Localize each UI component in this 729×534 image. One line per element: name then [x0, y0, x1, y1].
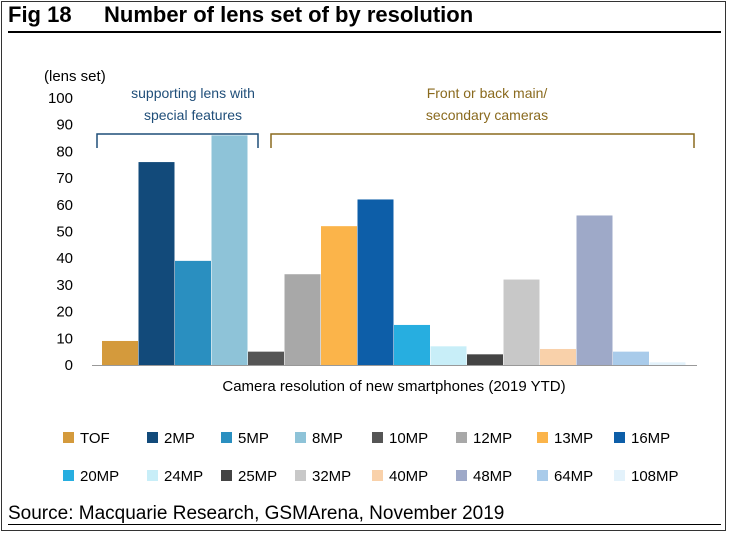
legend-swatch-25mp: [221, 470, 232, 481]
y-tick-label-20: 20: [56, 304, 73, 321]
bar-24mp: [430, 346, 467, 365]
y-tick-label-50: 50: [56, 224, 73, 241]
title-rule: [8, 31, 721, 33]
legend-label-2mp: 2MP: [164, 430, 195, 447]
legend-label-12mp: 12MP: [473, 430, 512, 447]
y-tick-label-100: 100: [48, 90, 73, 107]
y-tick-label-10: 10: [56, 330, 73, 347]
legend-label-108mp: 108MP: [631, 468, 679, 485]
legend-swatch-tof: [63, 432, 74, 443]
y-tick-label-90: 90: [56, 117, 73, 134]
legend-swatch-2mp: [147, 432, 158, 443]
bar-8mp: [211, 135, 248, 365]
bar-25mp: [467, 354, 503, 365]
y-tick-label-70: 70: [56, 170, 73, 187]
legend-label-10mp: 10MP: [389, 430, 428, 447]
bracket-special-features: [96, 133, 259, 148]
bar-13mp: [321, 226, 357, 365]
figure-title: Fig 18 Number of lens set of by resolutio…: [8, 2, 473, 28]
legend-swatch-10mp: [372, 432, 383, 443]
legend-label-13mp: 13MP: [554, 430, 593, 447]
legend-label-20mp: 20MP: [80, 468, 119, 485]
bar-64mp: [613, 351, 649, 365]
legend-swatch-24mp: [147, 470, 158, 481]
annotation-main-line2: secondary cameras: [426, 107, 548, 123]
bar-40mp: [540, 348, 576, 365]
y-tick-label-30: 30: [56, 277, 73, 294]
legend-label-tof: TOF: [80, 430, 110, 447]
legend-swatch-16mp: [614, 432, 625, 443]
legend-swatch-40mp: [372, 470, 383, 481]
legend-swatch-20mp: [63, 470, 74, 481]
bar-16mp: [357, 199, 394, 365]
legend-label-16mp: 16MP: [631, 430, 670, 447]
y-tick-label-60: 60: [56, 197, 73, 214]
figure-title-text: Number of lens set of by resolution: [104, 2, 474, 27]
bar-2mp: [138, 162, 175, 365]
bracket-main-cameras: [270, 133, 695, 148]
legend-swatch-108mp: [614, 470, 625, 481]
legend-swatch-12mp: [456, 432, 467, 443]
source-note: Source: Macquarie Research, GSMArena, No…: [8, 503, 505, 524]
bar-5mp: [175, 260, 211, 365]
annotation-main-line1: Front or back main/: [427, 85, 548, 101]
bar-tof: [102, 340, 138, 365]
legend-swatch-32mp: [295, 470, 306, 481]
bottom-rule: [8, 524, 721, 525]
bar-108mp: [649, 362, 686, 365]
legend-label-24mp: 24MP: [164, 468, 203, 485]
y-axis-title: (lens set): [44, 68, 106, 85]
y-tick-label-0: 0: [65, 357, 73, 374]
legend-swatch-8mp: [295, 432, 306, 443]
bar-10mp: [248, 351, 284, 365]
legend-label-32mp: 32MP: [312, 468, 351, 485]
bar-32mp: [503, 279, 540, 365]
legend-label-25mp: 25MP: [238, 468, 277, 485]
legend-label-8mp: 8MP: [312, 430, 343, 447]
annotation-special-line2: special features: [144, 107, 242, 123]
legend-label-64mp: 64MP: [554, 468, 593, 485]
x-axis-title: Camera resolution of new smartphones (20…: [222, 378, 565, 395]
legend-label-5mp: 5MP: [238, 430, 269, 447]
bar-12mp: [284, 274, 321, 365]
legend-label-40mp: 40MP: [389, 468, 428, 485]
bar-20mp: [394, 324, 430, 365]
legend-swatch-48mp: [456, 470, 467, 481]
legend-swatch-5mp: [221, 432, 232, 443]
figure-number: Fig 18: [8, 2, 72, 27]
y-tick-label-40: 40: [56, 250, 73, 267]
annotation-special-line1: supporting lens with: [131, 85, 255, 101]
legend-swatch-13mp: [537, 432, 548, 443]
legend-label-48mp: 48MP: [473, 468, 512, 485]
legend-swatch-64mp: [537, 470, 548, 481]
bar-48mp: [576, 215, 613, 365]
y-tick-label-80: 80: [56, 143, 73, 160]
